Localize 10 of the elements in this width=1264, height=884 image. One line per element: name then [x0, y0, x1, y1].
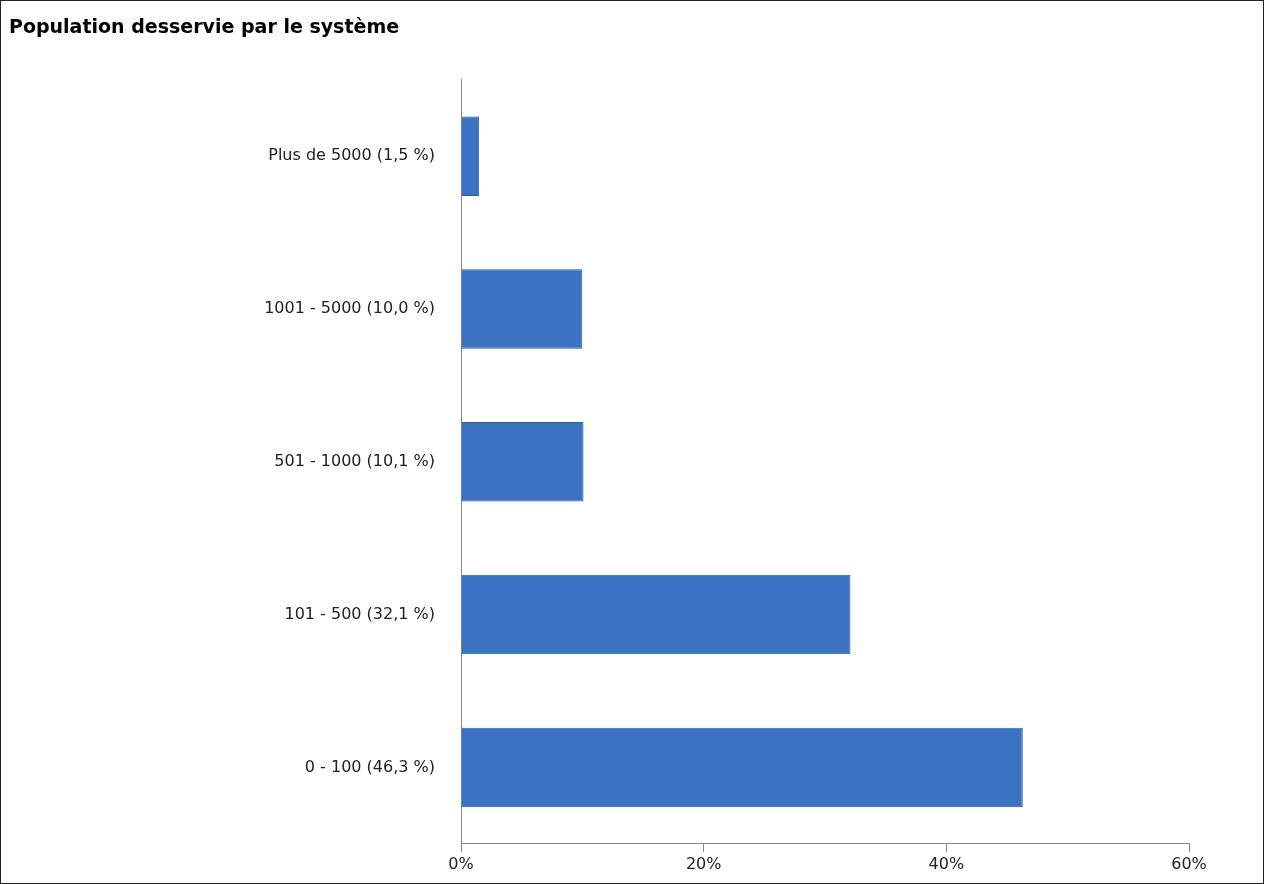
x-tick-label: 40% — [928, 853, 965, 873]
y-tick-label: 101 - 500 (32,1 %) — [284, 603, 435, 623]
x-tick-label: 60% — [1171, 853, 1207, 873]
y-tick-label: Plus de 5000 (1,5 %) — [268, 145, 435, 165]
x-tick-label: 0% — [448, 853, 474, 873]
y-tick-label: 0 - 100 (46,3 %) — [304, 756, 435, 776]
x-tick-label: 20% — [685, 853, 722, 873]
text: Population desservie par le système — [9, 15, 400, 38]
y-tick-label: 501 - 1000 (10,1 %) — [274, 450, 435, 470]
y-tick-label: 1001 - 5000 (10,0 %) — [264, 298, 435, 318]
